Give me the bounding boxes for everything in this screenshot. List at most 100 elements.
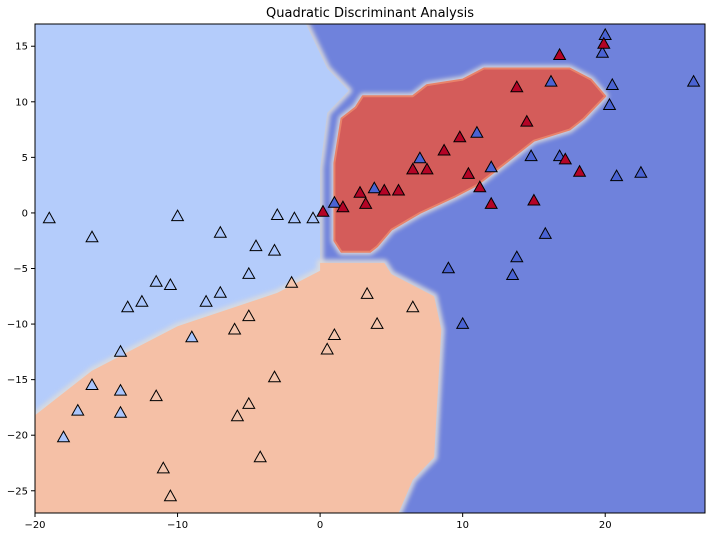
- y-tick-label: 10: [15, 97, 28, 108]
- point-class_1-10: [242, 396, 256, 409]
- point-class_3-11: [473, 180, 487, 193]
- point-class_1-12: [253, 450, 267, 463]
- y-tick-label: −25: [7, 486, 28, 497]
- point-class_3-4: [453, 130, 467, 143]
- point-class_3-15: [527, 193, 541, 206]
- point-class_2-6: [470, 125, 484, 138]
- point-class_3-1: [597, 36, 611, 49]
- point-class_1-7: [320, 342, 334, 355]
- point-class_3-6: [558, 152, 573, 165]
- point-class_1-9: [149, 389, 163, 402]
- point-class_0-8: [249, 239, 263, 252]
- point-class_3-10: [572, 164, 587, 177]
- point-class_0-22: [56, 430, 71, 443]
- point-class_1-2: [227, 322, 242, 335]
- point-class_0-17: [113, 344, 128, 357]
- x-tick-label: −20: [24, 520, 45, 531]
- y-axis: −25 −20 −15 −10 −5 0 5 10 15: [7, 42, 35, 497]
- point-class_3-2: [510, 80, 524, 93]
- y-tick-label: −20: [7, 431, 28, 442]
- point-class_2-17: [441, 261, 456, 274]
- point-class_1-14: [163, 489, 178, 502]
- point-class_3-18: [336, 200, 350, 213]
- point-class_2-5: [602, 97, 617, 110]
- point-class_2-2: [544, 74, 558, 87]
- y-tick-label: −15: [7, 375, 28, 386]
- point-class_0-4: [270, 207, 285, 220]
- point-class_3-14: [391, 183, 406, 196]
- y-tick-label: 15: [15, 42, 28, 53]
- point-class_0-18: [85, 377, 99, 390]
- point-class_3-17: [484, 196, 498, 209]
- x-tick-label: 0: [317, 520, 323, 531]
- point-class_2-8: [524, 149, 538, 162]
- point-class_2-14: [367, 181, 382, 194]
- point-class_2-10: [484, 160, 498, 173]
- point-class_0-11: [163, 277, 178, 290]
- point-class_1-5: [370, 316, 384, 329]
- point-class_0-21: [71, 403, 85, 416]
- point-class_1-4: [406, 300, 420, 313]
- point-class_2-3: [605, 77, 620, 90]
- x-tick-label: 10: [456, 520, 469, 531]
- point-class_3-13: [377, 183, 391, 196]
- point-class_1-11: [230, 409, 245, 422]
- point-class_0-5: [287, 211, 302, 224]
- point-class_0-12: [135, 294, 149, 307]
- point-class_2-13: [327, 195, 342, 208]
- region-class_0: [35, 24, 349, 416]
- point-class_0-15: [213, 285, 228, 298]
- point-class_3-9: [461, 166, 476, 179]
- point-class_1-0: [284, 275, 299, 288]
- point-class_0-13: [120, 300, 135, 313]
- chart-title: Quadratic Discriminant Analysis: [266, 6, 474, 21]
- point-class_3-5: [437, 143, 451, 156]
- point-class_3-7: [406, 162, 420, 175]
- point-class_0-16: [185, 330, 199, 343]
- point-class_3-8: [420, 162, 434, 175]
- point-class_0-2: [170, 209, 185, 222]
- point-class_0-6: [306, 211, 320, 224]
- point-class_1-8: [267, 370, 282, 383]
- data-points: [42, 27, 701, 502]
- point-class_2-12: [634, 165, 648, 178]
- region-class_1: [35, 262, 442, 513]
- x-axis: −20 −10 0 10 20: [24, 513, 612, 531]
- point-class_2-7: [413, 151, 427, 164]
- point-class_2-11: [609, 169, 624, 182]
- x-tick-label: −10: [167, 520, 188, 531]
- point-class_0-14: [199, 294, 213, 307]
- point-class_2-15: [538, 226, 553, 239]
- y-tick-label: −5: [13, 264, 28, 275]
- point-class_0-0: [42, 211, 56, 224]
- point-class_2-19: [455, 316, 470, 329]
- point-class_2-18: [505, 267, 520, 280]
- point-class_0-10: [149, 274, 163, 287]
- point-class_3-3: [520, 114, 534, 127]
- point-class_0-3: [213, 225, 228, 238]
- point-class_1-6: [327, 327, 342, 340]
- point-class_0-20: [113, 405, 128, 418]
- point-class_2-16: [510, 250, 524, 263]
- region-class_3: [333, 67, 607, 253]
- point-class_0-9: [242, 266, 256, 279]
- point-class_2-1: [595, 45, 610, 58]
- x-tick-label: 20: [599, 520, 612, 531]
- y-tick-label: 5: [22, 153, 28, 164]
- point-class_3-0: [552, 47, 567, 60]
- point-class_1-1: [242, 309, 256, 322]
- y-tick-label: 0: [22, 208, 28, 219]
- point-class_2-4: [686, 74, 701, 87]
- point-class_0-19: [113, 383, 128, 396]
- point-class_0-7: [267, 243, 282, 256]
- point-class_3-16: [358, 196, 373, 209]
- plot-area: [35, 24, 705, 513]
- decision-regions: [35, 24, 609, 513]
- point-class_0-1: [85, 230, 99, 243]
- point-class_1-3: [360, 286, 374, 299]
- point-class_3-12: [353, 185, 367, 198]
- point-class_1-13: [156, 461, 171, 474]
- point-class_3-19: [316, 204, 330, 217]
- y-tick-label: −10: [7, 320, 28, 331]
